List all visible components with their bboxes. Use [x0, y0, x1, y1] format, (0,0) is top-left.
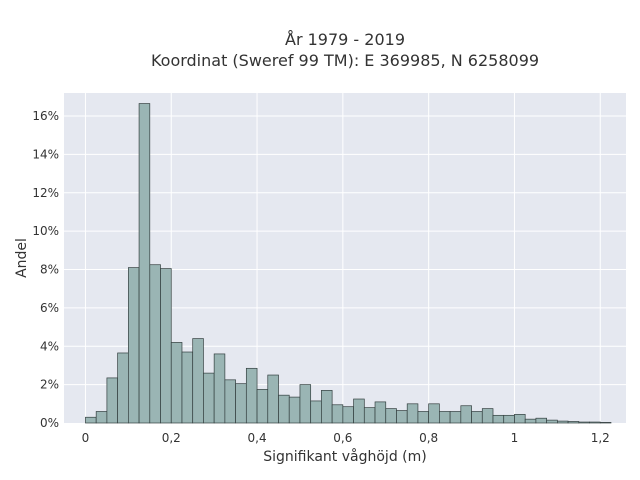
histogram-bar: [149, 264, 161, 424]
histogram-bar: [524, 418, 537, 424]
histogram-bar: [589, 421, 601, 424]
histogram-bar: [170, 342, 183, 424]
histogram-bar: [181, 351, 194, 424]
histogram-bar: [428, 403, 440, 424]
histogram-bar: [203, 372, 215, 424]
x-tick-label: 1: [511, 431, 519, 445]
histogram-bar: [557, 420, 569, 424]
y-tick-label: 16%: [32, 109, 59, 123]
y-tick-label: 10%: [32, 224, 59, 238]
histogram-bar: [439, 411, 451, 424]
histogram-bar: [406, 403, 419, 424]
chart-title-line2: Koordinat (Sweref 99 TM): E 369985, N 62…: [151, 51, 539, 70]
histogram-bar: [481, 408, 494, 424]
histogram-bar: [310, 400, 322, 424]
x-axis-label: Signifikant våghöjd (m): [263, 448, 426, 465]
histogram-bar: [385, 408, 397, 424]
histogram-bar: [514, 414, 526, 424]
histogram-bar: [256, 389, 269, 424]
histogram-bar: [492, 414, 505, 424]
y-tick-label: 2%: [40, 378, 59, 392]
histogram-bar: [117, 352, 129, 424]
histogram-bar: [363, 407, 376, 424]
x-tick-label: 0,2: [162, 431, 181, 445]
histogram-bar: [245, 367, 258, 424]
histogram-bars: [85, 103, 612, 424]
histogram-bar: [567, 421, 580, 424]
y-axis-label: Andel: [14, 238, 30, 278]
histogram-bar: [267, 374, 279, 424]
histogram-bar: [535, 417, 547, 424]
histogram-bar: [321, 390, 333, 424]
y-tick-label: 6%: [40, 301, 59, 315]
histogram-bar: [578, 421, 590, 424]
histogram-bar: [471, 411, 483, 424]
histogram-bar: [396, 410, 408, 424]
histogram-bar: [128, 267, 140, 424]
histogram-bar: [342, 406, 354, 424]
histogram-bar: [288, 396, 301, 424]
histogram-bar: [160, 268, 172, 424]
histogram-bar: [460, 405, 472, 424]
x-tick-label: 0,4: [248, 431, 267, 445]
chart-title-line1: År 1979 - 2019: [285, 30, 405, 49]
histogram-bar: [353, 398, 365, 424]
histogram-bar: [417, 411, 430, 424]
y-tick-label: 14%: [32, 147, 59, 161]
x-tick-label: 1,2: [591, 431, 610, 445]
histogram-bar: [85, 416, 97, 424]
histogram-bar: [374, 401, 387, 424]
histogram-bar: [192, 338, 204, 424]
histogram-bar: [503, 414, 515, 424]
y-tick-label: 12%: [32, 186, 59, 200]
histogram-bar: [546, 419, 558, 424]
x-tick-label: 0: [82, 431, 90, 445]
histogram-bar: [213, 353, 226, 424]
histogram-bar: [299, 384, 312, 424]
histogram-bar: [106, 377, 118, 424]
x-tick-labels: 0 0,2 0,4 0,6 0,8 1 1,2: [82, 431, 610, 445]
histogram-bar: [278, 394, 290, 424]
histogram-bar: [235, 383, 247, 424]
y-tick-label: 4%: [40, 339, 59, 353]
histogram-bar: [138, 103, 151, 424]
histogram-bar: [449, 411, 462, 424]
x-tick-label: 0,6: [333, 431, 352, 445]
x-tick-label: 0,8: [419, 431, 438, 445]
x-gridlines: [84, 93, 601, 423]
histogram-bar: [599, 422, 612, 424]
histogram-bar: [331, 404, 344, 424]
y-tick-label: 0%: [40, 416, 59, 430]
histogram-bar: [95, 411, 108, 424]
histogram-bar: [224, 379, 236, 424]
y-tick-labels: 0% 2% 4% 6% 8% 10% 12% 14% 16%: [32, 109, 59, 430]
y-tick-label: 8%: [40, 263, 59, 277]
